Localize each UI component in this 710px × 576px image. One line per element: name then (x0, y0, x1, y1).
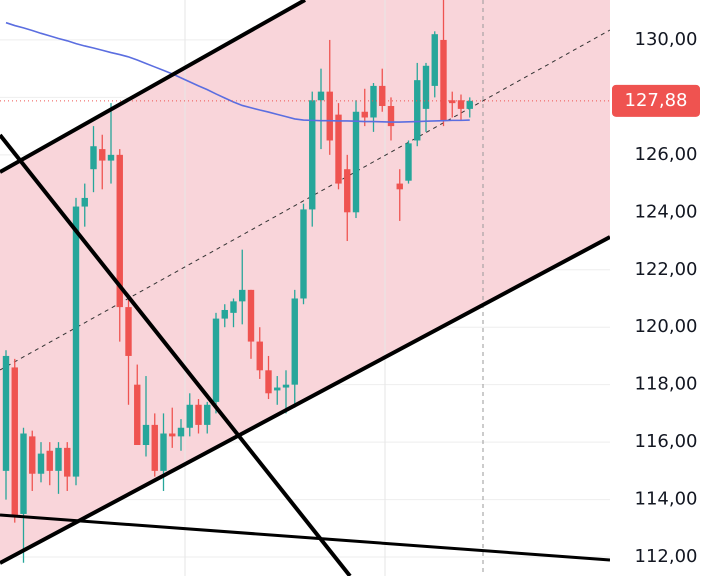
candle-body (37, 453, 45, 474)
candle-body (134, 384, 141, 445)
candle-body (422, 65, 430, 109)
candle-body (11, 367, 18, 517)
candle-body (291, 298, 298, 385)
candle-body (116, 154, 123, 308)
candle-body (247, 289, 255, 342)
candle-body (282, 384, 290, 388)
channel-bottom (0, 235, 611, 565)
candle-body (64, 447, 71, 477)
candle-body (160, 433, 167, 471)
candle-body (256, 341, 263, 371)
candle-body (204, 404, 211, 425)
candle-body (405, 143, 412, 181)
trend-line (0, 513, 611, 562)
candle-body (29, 436, 36, 474)
candle-body (466, 100, 473, 109)
moving-average (5, 21, 470, 123)
candle-body (352, 111, 360, 213)
candle-body (387, 106, 395, 127)
candle-body (335, 114, 342, 184)
last-price-box (612, 84, 700, 117)
candle-body (344, 169, 351, 213)
candle-body (169, 433, 176, 437)
candle-body (125, 307, 132, 356)
candle-body (440, 39, 447, 121)
candle-body (396, 183, 403, 190)
y-tick-label: 114,00 (635, 489, 698, 510)
candle-body (2, 355, 10, 471)
candle-body (361, 111, 368, 118)
candle-body (449, 100, 456, 104)
candle-body (326, 91, 333, 141)
candle-body (265, 370, 272, 394)
y-tick-label: 126,00 (635, 144, 698, 165)
candle-body (90, 146, 97, 170)
channel-top (0, 0, 306, 174)
y-tick-label: 124,00 (635, 201, 698, 222)
candle-body (99, 149, 106, 161)
candle-body (177, 427, 185, 437)
candle-body (186, 404, 193, 428)
candle-body (309, 100, 316, 210)
candle-body (81, 197, 88, 207)
y-tick-label: 130,00 (635, 29, 698, 50)
y-tick-label: 116,00 (635, 431, 698, 452)
y-tick-label: 112,00 (635, 546, 698, 567)
candle-body (457, 100, 465, 109)
candle-body (195, 404, 202, 425)
candle-body (300, 209, 307, 299)
candle-body (379, 85, 386, 107)
candle-body (370, 85, 377, 118)
candle-body (230, 301, 237, 313)
candle-body (431, 34, 438, 86)
y-tick-label: 122,00 (635, 259, 698, 280)
trend-line (0, 133, 352, 576)
candle-body (20, 433, 27, 514)
candle-body (151, 424, 158, 471)
last-price-label: 127,88 (625, 90, 688, 111)
candle-body (107, 154, 115, 161)
candle-body (317, 91, 325, 101)
candle-body (72, 206, 80, 477)
candle-body (239, 289, 246, 302)
y-tick-label: 118,00 (635, 374, 698, 395)
y-tick-label: 120,00 (635, 316, 698, 337)
candle-body (142, 424, 150, 445)
candle-body (274, 387, 281, 391)
candle-body (414, 80, 421, 141)
candle-body (55, 447, 62, 471)
candle-body (46, 450, 53, 471)
plot (0, 0, 610, 563)
candle-body (212, 318, 220, 402)
price-axis: 112,00 114,00 116,00 118,00 120,00 122,00 124,… (610, 0, 710, 576)
candle-body (221, 309, 228, 319)
